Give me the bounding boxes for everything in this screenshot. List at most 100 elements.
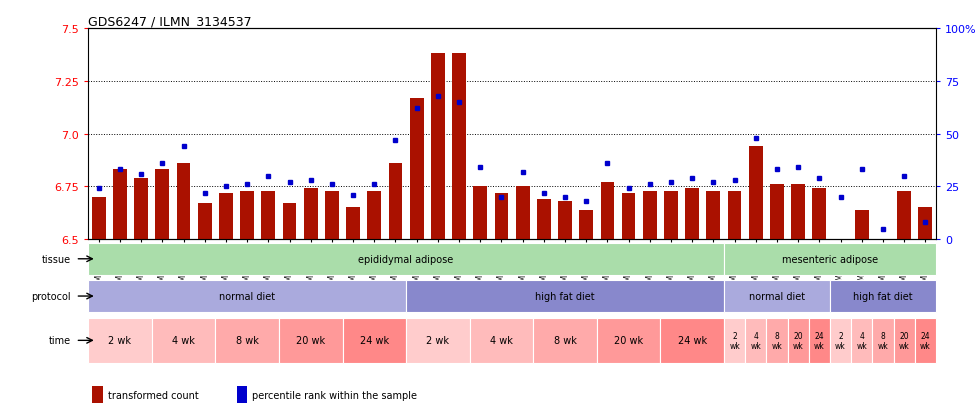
Bar	[851, 318, 872, 363]
Bar	[304, 189, 318, 240]
Bar	[346, 208, 360, 240]
Text: 24
wk: 24 wk	[920, 331, 931, 350]
Text: 24
wk: 24 wk	[814, 331, 825, 350]
Text: high fat diet: high fat diet	[854, 291, 912, 301]
Bar	[134, 178, 148, 240]
Bar	[745, 318, 766, 363]
Bar	[724, 280, 830, 313]
Text: 2
wk: 2 wk	[835, 331, 846, 350]
Text: 8
wk: 8 wk	[771, 331, 782, 350]
Bar	[728, 191, 742, 240]
Bar	[368, 191, 381, 240]
Bar	[216, 318, 279, 363]
Text: normal diet: normal diet	[749, 291, 805, 301]
Bar	[918, 208, 932, 240]
Text: 2 wk: 2 wk	[109, 335, 131, 346]
Bar	[788, 318, 808, 363]
Bar	[579, 210, 593, 240]
Bar	[88, 280, 406, 313]
Bar	[469, 318, 533, 363]
Text: tissue: tissue	[42, 254, 72, 264]
Bar	[830, 280, 936, 313]
Bar	[279, 318, 342, 363]
Bar	[724, 318, 745, 363]
Bar	[537, 199, 551, 240]
Bar	[262, 191, 275, 240]
Bar	[176, 164, 190, 240]
Bar	[220, 193, 233, 240]
Text: 4 wk: 4 wk	[172, 335, 195, 346]
Bar	[766, 318, 788, 363]
Text: high fat diet: high fat diet	[535, 291, 595, 301]
Text: 8 wk: 8 wk	[554, 335, 576, 346]
Bar	[452, 54, 466, 240]
Bar	[406, 280, 724, 313]
Bar	[92, 197, 106, 240]
Text: 24 wk: 24 wk	[677, 335, 707, 346]
Bar	[876, 240, 890, 303]
Text: 8 wk: 8 wk	[236, 335, 259, 346]
Text: mesenteric adipose: mesenteric adipose	[782, 254, 878, 264]
Bar	[898, 191, 911, 240]
Text: 4
wk: 4 wk	[751, 331, 761, 350]
Text: 24 wk: 24 wk	[360, 335, 389, 346]
Text: 20
wk: 20 wk	[899, 331, 909, 350]
Bar	[661, 318, 724, 363]
Bar	[410, 98, 423, 240]
Bar	[515, 187, 529, 240]
Bar	[597, 318, 661, 363]
Bar	[791, 185, 805, 240]
Text: normal diet: normal diet	[220, 291, 275, 301]
Bar	[533, 318, 597, 363]
Text: GDS6247 / ILMN_3134537: GDS6247 / ILMN_3134537	[88, 15, 252, 28]
Bar	[473, 187, 487, 240]
Bar	[812, 189, 826, 240]
Text: protocol: protocol	[31, 291, 72, 301]
Bar	[724, 243, 936, 275]
Text: 4 wk: 4 wk	[490, 335, 513, 346]
Bar	[872, 318, 894, 363]
Text: transformed count: transformed count	[108, 390, 198, 400]
Text: 20
wk: 20 wk	[793, 331, 804, 350]
Bar	[495, 193, 509, 240]
Bar	[152, 318, 216, 363]
Bar	[236, 387, 247, 403]
Text: 2
wk: 2 wk	[729, 331, 740, 350]
Bar	[343, 318, 406, 363]
Bar	[894, 318, 914, 363]
Bar	[834, 240, 848, 299]
Bar	[601, 183, 614, 240]
Text: 4
wk: 4 wk	[857, 331, 867, 350]
Bar	[88, 243, 724, 275]
Bar	[621, 193, 635, 240]
Bar	[707, 191, 720, 240]
Text: 20 wk: 20 wk	[296, 335, 325, 346]
Text: 2 wk: 2 wk	[426, 335, 450, 346]
Bar	[770, 185, 784, 240]
Text: 20 wk: 20 wk	[614, 335, 643, 346]
Bar	[113, 170, 126, 240]
Bar	[559, 202, 572, 240]
Bar	[643, 191, 657, 240]
Bar	[198, 204, 212, 240]
Bar	[664, 191, 678, 240]
Text: percentile rank within the sample: percentile rank within the sample	[252, 390, 416, 400]
Bar	[282, 204, 296, 240]
Bar	[88, 318, 152, 363]
Bar	[808, 318, 830, 363]
Bar	[92, 387, 103, 403]
Bar	[325, 191, 339, 240]
Bar	[685, 189, 699, 240]
Text: epididymal adipose: epididymal adipose	[359, 254, 454, 264]
Text: time: time	[49, 335, 72, 346]
Bar	[855, 210, 868, 240]
Bar	[830, 318, 851, 363]
Bar	[406, 318, 469, 363]
Bar	[431, 54, 445, 240]
Bar	[240, 191, 254, 240]
Bar	[914, 318, 936, 363]
Bar	[389, 164, 403, 240]
Bar	[749, 147, 762, 240]
Bar	[156, 170, 170, 240]
Text: 8
wk: 8 wk	[877, 331, 888, 350]
